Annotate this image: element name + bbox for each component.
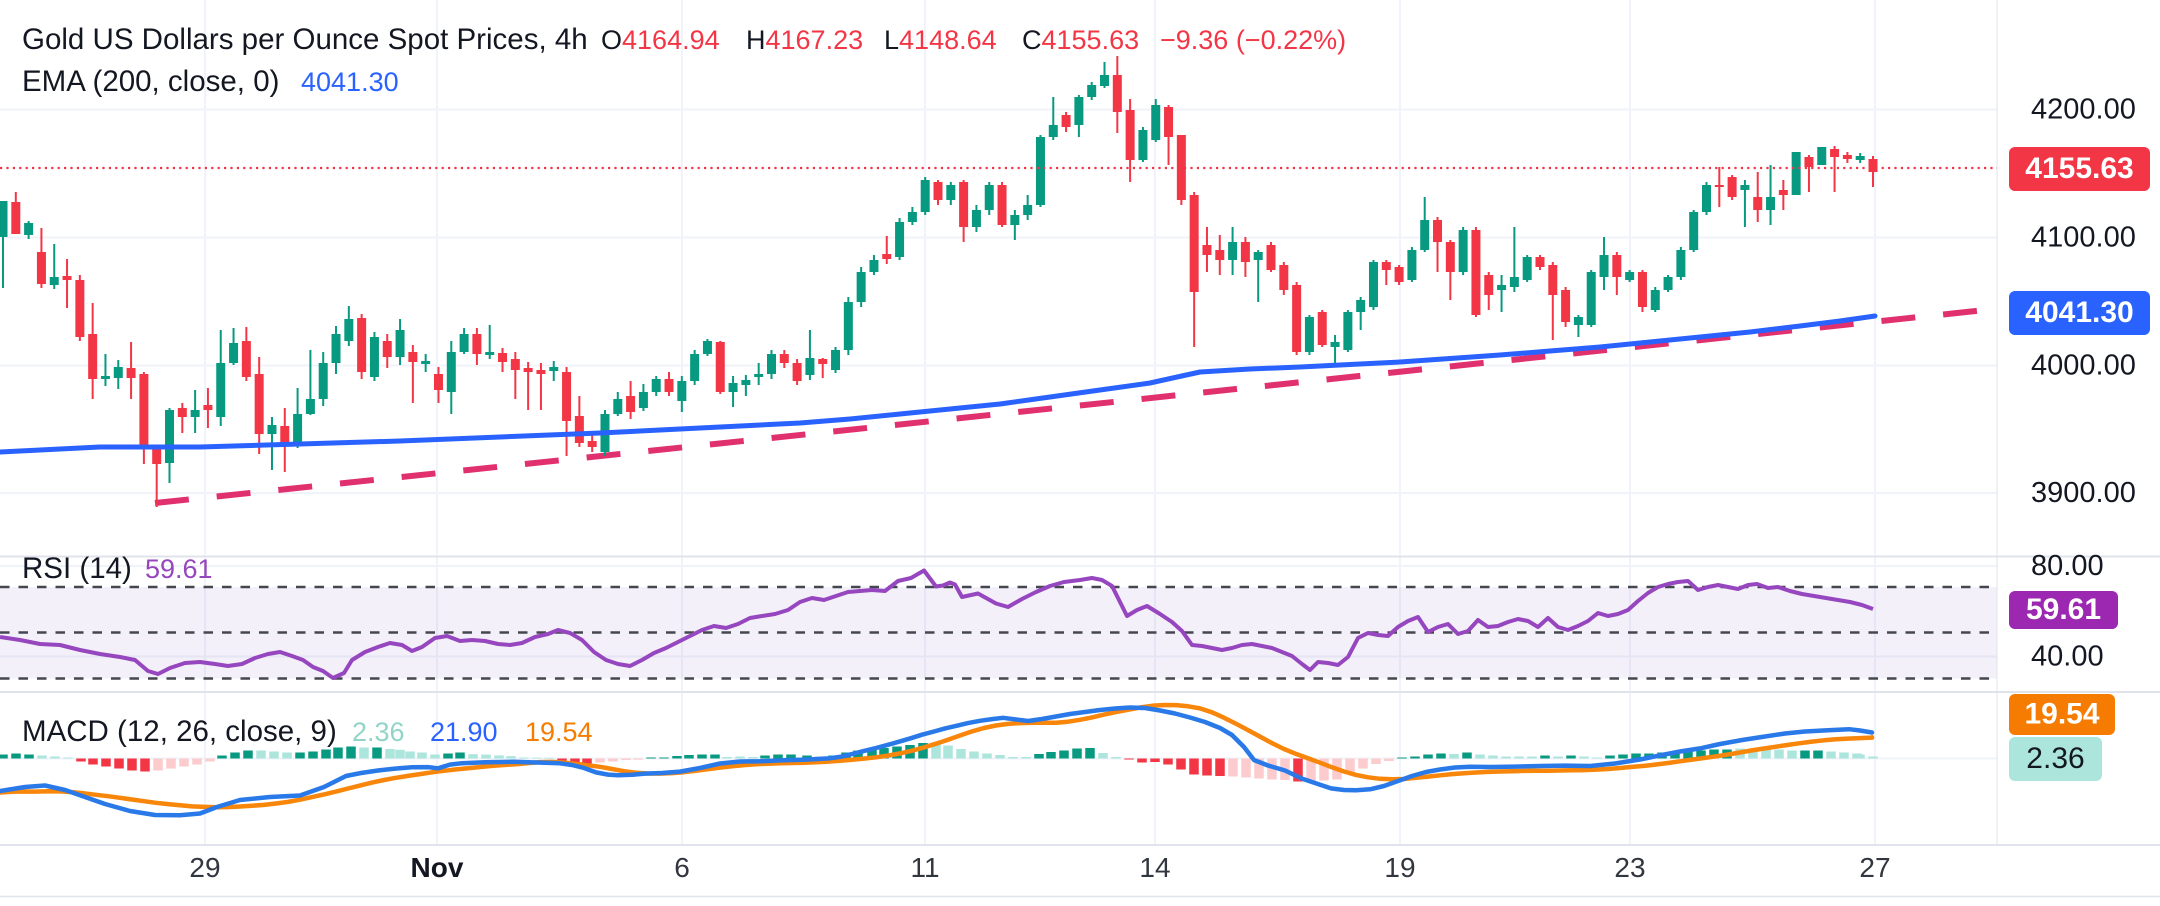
svg-text:6: 6	[674, 852, 690, 883]
svg-text:RSI (14): RSI (14)	[22, 552, 132, 585]
svg-text:EMA (200, close, 0): EMA (200, close, 0)	[22, 65, 279, 98]
svg-text:4155.63: 4155.63	[2025, 152, 2133, 185]
svg-text:14: 14	[1139, 852, 1170, 883]
svg-text:11: 11	[910, 852, 939, 883]
svg-text:Gold US Dollars per Ounce Spot: Gold US Dollars per Ounce Spot Prices, 4…	[22, 23, 588, 56]
svg-text:21.90: 21.90	[430, 717, 498, 747]
svg-text:4000.00: 4000.00	[2031, 350, 2136, 382]
svg-text:19.54: 19.54	[2024, 698, 2099, 731]
svg-text:4100.00: 4100.00	[2031, 222, 2136, 254]
svg-text:29: 29	[189, 852, 220, 883]
svg-text:59.61: 59.61	[2026, 593, 2101, 626]
svg-text:L4148.64: L4148.64	[884, 25, 997, 55]
svg-text:O4164.94: O4164.94	[601, 25, 720, 55]
svg-text:19.54: 19.54	[525, 717, 593, 747]
svg-text:27: 27	[1859, 852, 1890, 883]
svg-text:2.36: 2.36	[352, 717, 405, 747]
svg-text:3900.00: 3900.00	[2031, 477, 2136, 509]
svg-text:4041.30: 4041.30	[2025, 296, 2133, 329]
svg-text:H4167.23: H4167.23	[746, 25, 863, 55]
svg-text:Nov: Nov	[411, 852, 464, 883]
svg-text:19: 19	[1384, 852, 1415, 883]
svg-text:59.61: 59.61	[145, 554, 213, 584]
svg-text:23: 23	[1614, 852, 1645, 883]
svg-text:40.00: 40.00	[2031, 641, 2104, 673]
svg-text:80.00: 80.00	[2031, 550, 2104, 582]
svg-text:MACD (12, 26, close, 9): MACD (12, 26, close, 9)	[22, 715, 337, 748]
svg-text:−9.36 (−0.22%): −9.36 (−0.22%)	[1160, 25, 1346, 55]
svg-text:2.36: 2.36	[2026, 742, 2084, 775]
svg-text:4200.00: 4200.00	[2031, 94, 2136, 126]
svg-text:4041.30: 4041.30	[301, 67, 399, 97]
svg-text:C4155.63: C4155.63	[1022, 25, 1139, 55]
